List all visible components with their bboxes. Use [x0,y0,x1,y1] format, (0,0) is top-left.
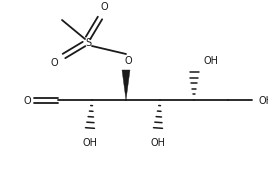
Polygon shape [122,70,130,100]
Text: OH: OH [204,56,219,66]
Text: O: O [124,56,132,66]
Text: O: O [50,58,58,68]
Text: O: O [100,2,108,12]
Text: OH: OH [151,138,166,148]
Text: OH: OH [259,96,268,106]
Text: S: S [85,38,91,48]
Text: O: O [23,96,31,106]
Text: OH: OH [83,138,98,148]
